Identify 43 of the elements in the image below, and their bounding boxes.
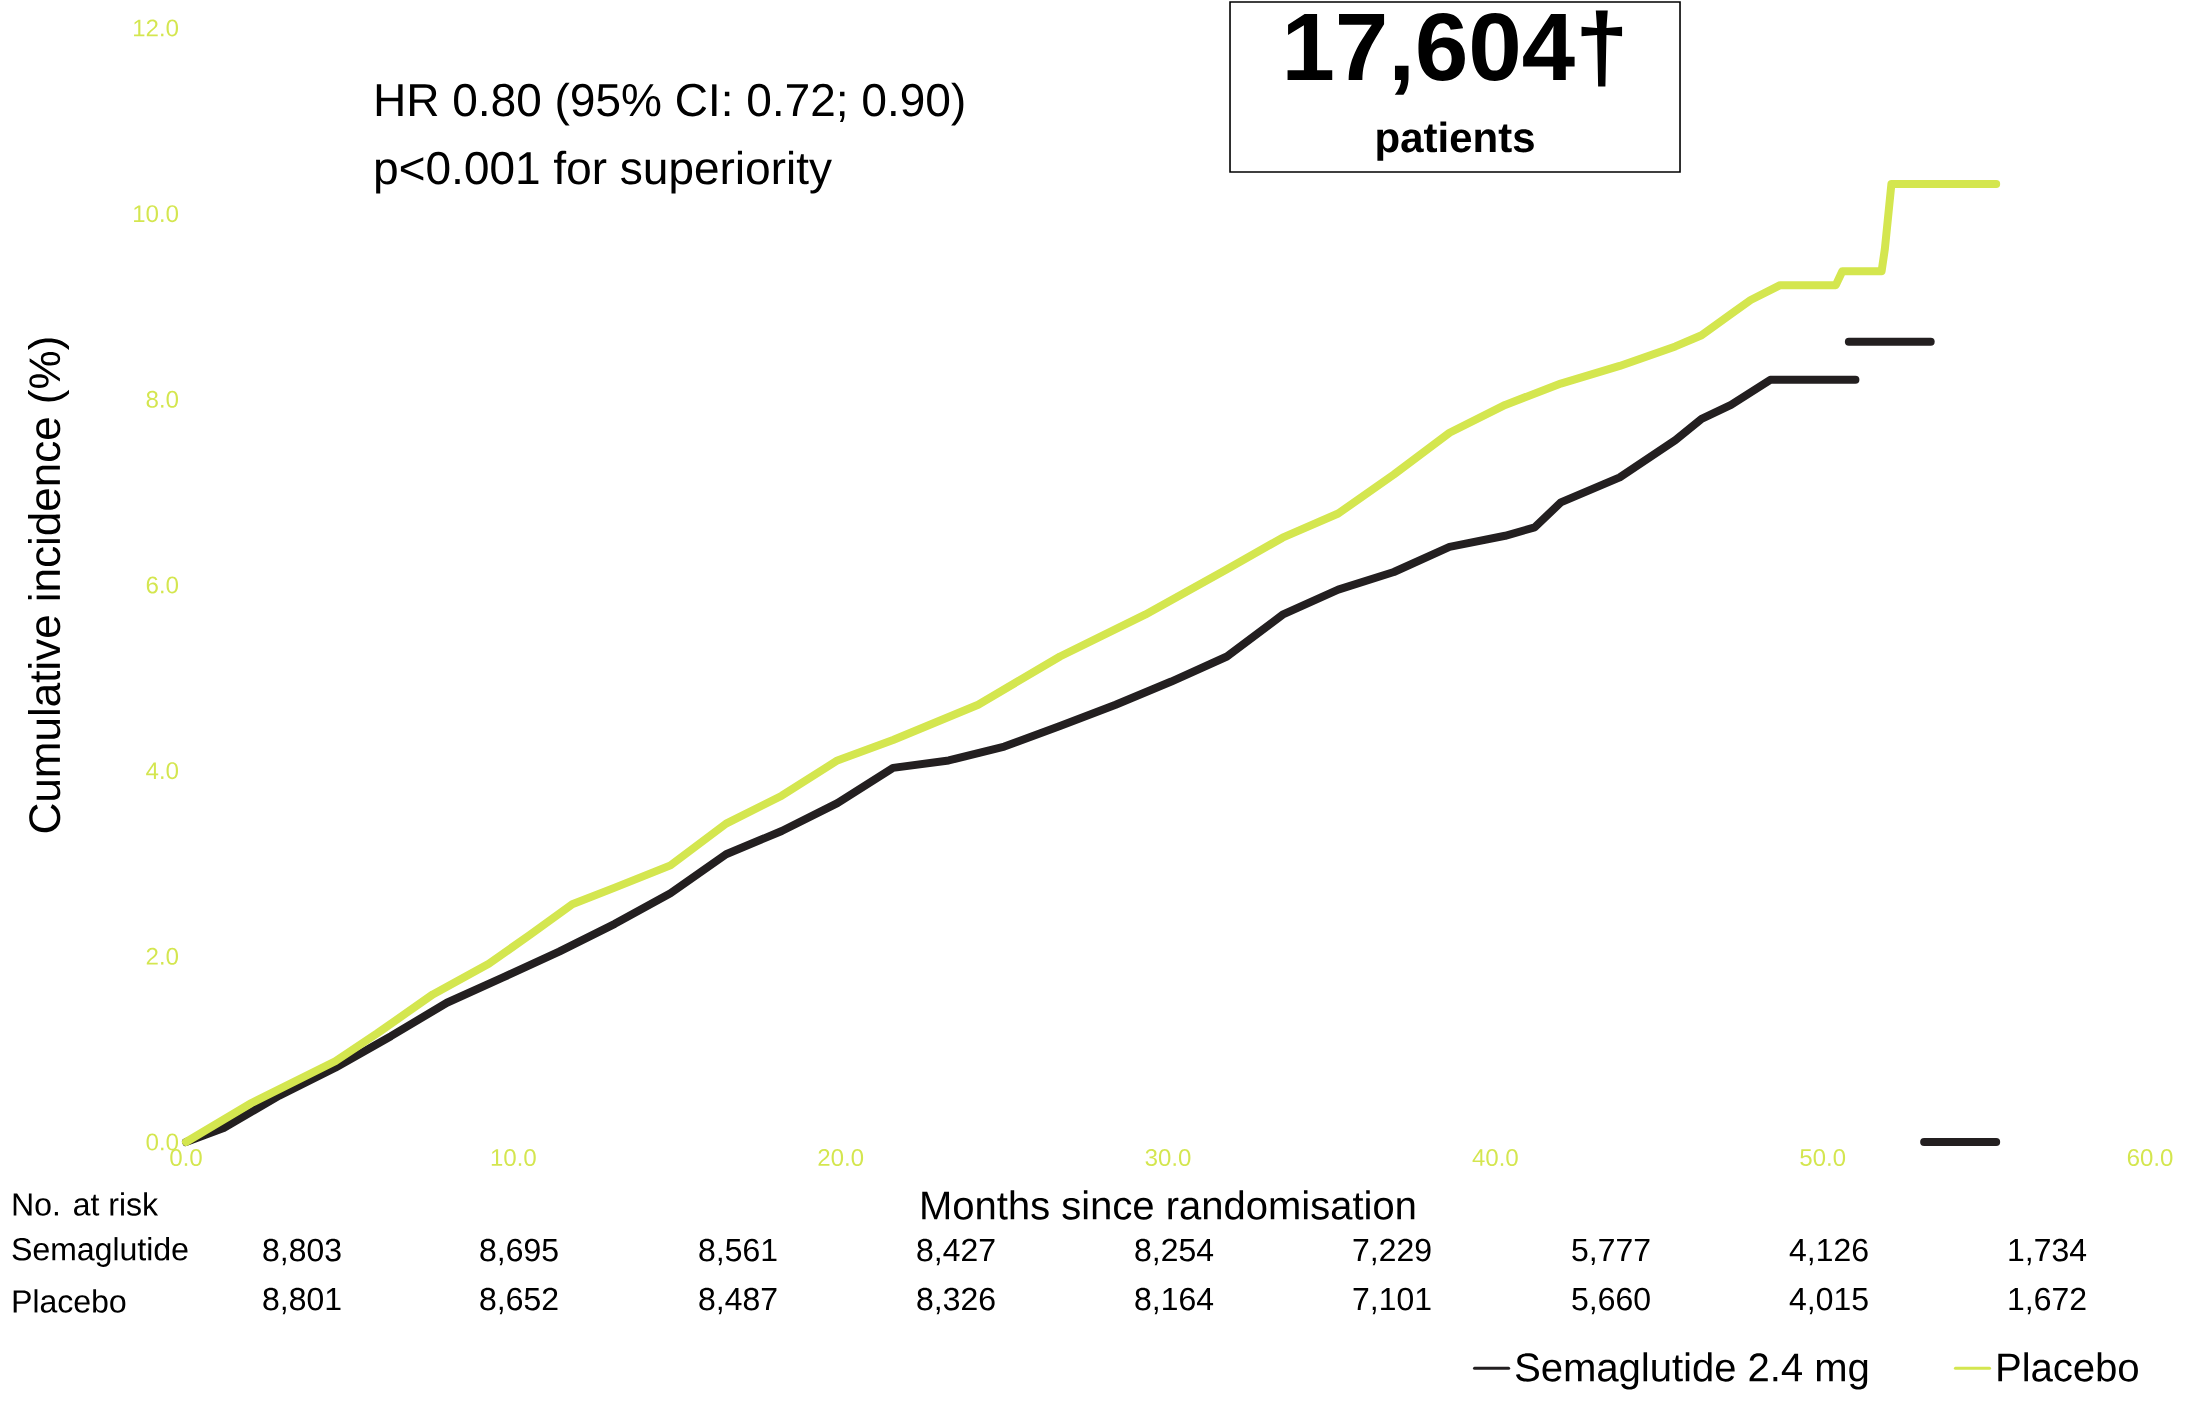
x-tick-label: 30.0 xyxy=(1145,1149,1191,1167)
y-tick-label: 10.0 xyxy=(134,205,179,223)
text: 8,487 xyxy=(699,1287,777,1315)
text: 5,777 xyxy=(1572,1238,1650,1266)
text: 1,672 xyxy=(2009,1287,2086,1315)
y-tick-label: 0.0 xyxy=(146,1133,179,1151)
text: 8,326 xyxy=(917,1287,995,1315)
x-axis-title: Months since randomisation xyxy=(922,1190,1415,1220)
text: 7,101 xyxy=(1353,1287,1431,1315)
y-axis-title: Cumulative incidence (%) xyxy=(28,338,69,833)
x-tick-label: 0.0 xyxy=(170,1149,202,1167)
text: 4,126 xyxy=(1789,1238,1868,1266)
x-tick-label: 10.0 xyxy=(491,1149,536,1167)
annotation: patients xyxy=(1377,121,1534,161)
legend-label: Semaglutide 2.4 mg xyxy=(1515,1352,1868,1390)
x-tick-label: 50.0 xyxy=(1800,1149,1846,1167)
y-tick-label: 2.0 xyxy=(146,947,179,965)
text: 7,229 xyxy=(1353,1238,1431,1266)
y-tick-label: 6.0 xyxy=(146,576,179,594)
x-tick-label: 20.0 xyxy=(818,1149,864,1167)
text: 8,164 xyxy=(1135,1287,1214,1315)
y-tick-label: 4.0 xyxy=(146,762,179,780)
annotation: 17,604† xyxy=(1287,10,1623,95)
text: No. at risk xyxy=(13,1192,159,1216)
x-tick-label: 60.0 xyxy=(2127,1149,2173,1167)
text: 4,015 xyxy=(1789,1287,1868,1315)
text: 5,660 xyxy=(1572,1287,1650,1315)
text: 8,803 xyxy=(263,1238,341,1266)
annotation: HR 0.80 (95% CI: 0.72; 0.90) xyxy=(376,82,964,126)
legend-label: Placebo xyxy=(1998,1352,2138,1382)
text: 8,427 xyxy=(917,1238,995,1266)
text: 8,695 xyxy=(480,1238,558,1266)
y-tick-label: 8.0 xyxy=(146,390,179,408)
text: 8,254 xyxy=(1135,1238,1214,1266)
text: 8,561 xyxy=(699,1238,777,1266)
text: 1,734 xyxy=(2009,1238,2087,1266)
x-tick-label: 40.0 xyxy=(1472,1149,1518,1167)
text: Placebo xyxy=(13,1289,126,1313)
annotation: p<0.001 for superiority xyxy=(376,150,832,194)
y-tick-label: 12.0 xyxy=(134,19,179,37)
text: 8,652 xyxy=(480,1287,558,1315)
text: 8,801 xyxy=(263,1287,341,1315)
text: Semaglutide xyxy=(12,1237,188,1267)
